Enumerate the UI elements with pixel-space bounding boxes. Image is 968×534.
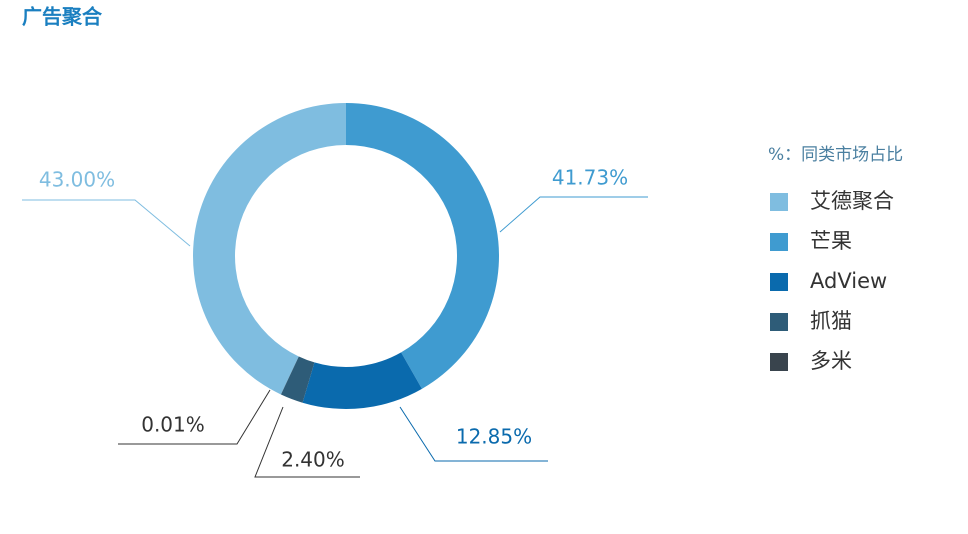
legend-swatch xyxy=(770,273,788,291)
data-label: 0.01% xyxy=(141,413,205,437)
legend-label: AdView xyxy=(810,269,887,293)
data-label: 12.85% xyxy=(456,425,532,449)
legend-title: %：同类市场占比 xyxy=(768,145,903,165)
donut-slice xyxy=(280,356,315,403)
data-label: 41.73% xyxy=(552,166,628,190)
leader-line xyxy=(254,406,360,478)
legend-swatch xyxy=(770,193,788,211)
legend-label: 芒果 xyxy=(810,229,852,253)
legend-label: 多米 xyxy=(810,349,852,373)
legend-label: 抓猫 xyxy=(810,309,852,333)
donut-slice xyxy=(280,356,299,395)
leader-line xyxy=(499,196,648,233)
donut-slice xyxy=(192,103,346,395)
leader-line xyxy=(22,199,191,247)
legend-swatch xyxy=(770,313,788,331)
legend-label: 艾德聚合 xyxy=(810,189,894,213)
donut-slice xyxy=(302,352,422,410)
leader-line xyxy=(118,389,271,445)
data-label: 2.40% xyxy=(281,448,345,472)
data-label: 43.00% xyxy=(39,168,115,192)
donut-slice xyxy=(346,103,499,389)
legend-swatch xyxy=(770,353,788,371)
chart-title: 广告聚合 xyxy=(22,5,103,29)
legend-swatch xyxy=(770,233,788,251)
leader-line xyxy=(399,406,548,462)
